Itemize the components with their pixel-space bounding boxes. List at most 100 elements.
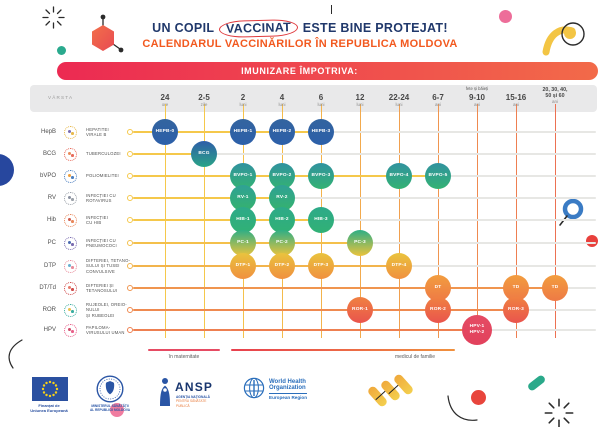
dose-circle: PC-1 — [230, 230, 256, 256]
bcg-pathogen-icon — [64, 147, 77, 161]
column-line — [359, 104, 361, 338]
age-column-label: 6 luni — [317, 92, 325, 107]
row-start-dot — [127, 240, 133, 246]
age-column-label: 24 ore — [160, 92, 170, 107]
dot-icon — [586, 235, 598, 247]
dose-circle: TD — [503, 275, 529, 301]
ministry-emblem-icon — [96, 375, 124, 403]
row-connector-line — [133, 287, 555, 289]
eu-logo-text-line2: Uniunea Europeană — [30, 408, 68, 413]
magnifier-icon — [559, 198, 584, 226]
row-connector-line — [133, 265, 399, 267]
maternity-label: în maternitate — [168, 354, 200, 360]
age-column-label: 6-7 ani — [432, 92, 444, 107]
banner-label: IMUNIZARE ÎMPOTRIVA: — [241, 66, 358, 76]
dose-circle: BVPO-5 — [425, 163, 451, 189]
ministry-logo: MINISTERUL SĂNĂTĂȚII AL REPUBLICII MOLDO… — [90, 375, 130, 412]
dttd-pathogen-icon — [64, 281, 77, 295]
starburst-icon — [544, 398, 574, 427]
row-start-dot — [127, 285, 133, 291]
age-column-label: 12 luni — [355, 92, 365, 107]
dose-circle: DTP-3 — [308, 253, 334, 279]
row-connector-line — [133, 309, 516, 311]
dose-circle: HIB-3 — [308, 207, 334, 233]
age-column-label: 20, 30, 40, 50 și 60 ani — [542, 87, 568, 105]
who-logo-rule — [269, 393, 307, 394]
age-column-label: 2-5 zile — [198, 92, 210, 107]
vaccine-code-label: bVPO — [39, 172, 56, 179]
dot-icon — [471, 390, 486, 405]
who-globe-icon — [243, 377, 265, 399]
row-start-dot — [127, 173, 133, 179]
disease-label: INFECȚIEI CU HIB — [86, 214, 109, 225]
dose-circle: PC-2 — [269, 230, 295, 256]
dose-circle: BVPO-3 — [308, 163, 334, 189]
curve-icon — [8, 339, 23, 369]
row-start-dot — [127, 307, 133, 313]
row-start-dot — [127, 195, 133, 201]
vaccine-code-label: PC — [47, 239, 56, 246]
ansp-logo-text-line2: PENTRU SĂNĂTATE PUBLICĂ — [176, 399, 207, 408]
dose-circle: ROR-3 — [503, 297, 529, 323]
semicircle-icon — [0, 154, 14, 186]
row-connector-line — [133, 197, 282, 199]
disease-label: PAPILOMA- VIRUSULUI UMAN — [86, 324, 125, 335]
disease-label: DIFTERIEI, TETANO- SULUI ȘI TUSEI CONVULSI… — [86, 257, 131, 274]
row-start-dot — [127, 327, 133, 333]
row-start-dot — [127, 129, 133, 135]
vaccine-code-label: HepB — [40, 128, 56, 135]
age-column-label: 22-24 luni — [388, 92, 410, 107]
row-start-dot — [127, 217, 133, 223]
who-logo-text-line1: World Health — [269, 379, 306, 385]
dose-circle: ROR-2 — [425, 297, 451, 323]
curve-icon — [447, 395, 478, 421]
disease-label: DIFTERIEI ȘI TETANOSULUI — [86, 282, 118, 293]
row-gridline — [133, 219, 596, 221]
column-line — [515, 104, 517, 338]
dose-circle: DTP-4 — [386, 253, 412, 279]
disease-label: TUBERCULOZEI — [86, 151, 121, 157]
row-start-dot — [127, 263, 133, 269]
dose-circle: BVPO-2 — [269, 163, 295, 189]
title-part2: ESTE BINE PROTEJAT! — [302, 21, 448, 35]
vaccine-code-label: DTP — [44, 262, 56, 269]
disease-label: INFECȚIEI CU PNEUMOCOCI — [86, 237, 117, 248]
disease-label: INFECȚIEI CU ROTAVIRUS — [86, 192, 116, 203]
row-connector-line — [133, 131, 321, 133]
dot-icon — [57, 46, 66, 55]
dose-circle: HEPB-3 — [308, 119, 334, 145]
hepb-pathogen-icon — [64, 125, 77, 139]
eu-flag-logo: Finanțat de Uniunea Europeană — [30, 377, 68, 413]
immunization-banner: IMUNIZARE ÎMPOTRIVA: — [57, 62, 598, 80]
column-line — [476, 104, 478, 338]
dose-circle: BVPO-4 — [386, 163, 412, 189]
rv-pathogen-icon — [64, 191, 77, 205]
family-doctor-label: medicul de familie — [394, 354, 435, 360]
age-column-label: 4 luni — [278, 92, 286, 107]
vaccine-code-label: ROR — [42, 306, 56, 313]
disease-label: HEPATITEI VIRALE B — [86, 126, 109, 137]
vaccine-code-label: RV — [47, 194, 56, 201]
disease-label: POLIOMIELITEI — [86, 173, 119, 179]
dose-circle: HIB-2 — [269, 207, 295, 233]
bvpo-pathogen-icon — [64, 169, 77, 183]
ror-pathogen-icon — [64, 303, 77, 317]
column-line — [554, 104, 556, 338]
age-header-band — [30, 85, 597, 112]
row-gridline — [133, 153, 596, 155]
column-line — [398, 104, 400, 338]
dose-circle: TD — [542, 275, 568, 301]
row-connector-line — [133, 329, 477, 331]
family-doctor-line — [231, 349, 455, 352]
ansp-logo-text-line1: AGENȚIA NAȚIONALĂ — [176, 395, 210, 399]
ministry-logo-text-line1: MINISTERUL SĂNĂTĂȚII — [91, 404, 129, 408]
hpv-pathogen-icon — [64, 323, 77, 337]
starburst-icon — [42, 6, 65, 29]
ansp-logo-name: ANSP — [175, 380, 214, 394]
eu-flag-icon — [32, 377, 68, 401]
dose-circle: DTP-1 — [230, 253, 256, 279]
dose-circle: DTP-2 — [269, 253, 295, 279]
dot-icon — [110, 403, 124, 417]
row-connector-line — [133, 153, 204, 155]
